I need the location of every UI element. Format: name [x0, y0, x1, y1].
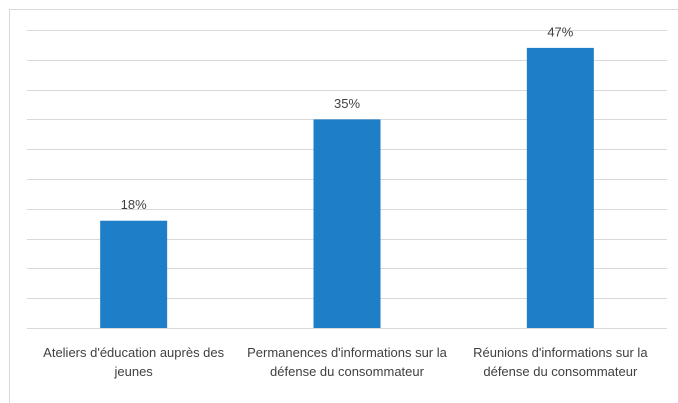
value-label: 35%: [334, 96, 360, 111]
bar: [100, 220, 168, 328]
chart-border: [9, 9, 678, 403]
bar: [526, 47, 594, 328]
x-tick-label: Réunions d'informations sur la défense d…: [473, 345, 648, 379]
x-tick-label: Permanences d'informations sur la défens…: [247, 345, 447, 379]
value-label: 47%: [547, 24, 573, 39]
x-tick-label: Ateliers d'éducation auprès des jeunes: [43, 345, 225, 379]
bar: [313, 119, 381, 329]
value-label: 18%: [121, 197, 147, 212]
